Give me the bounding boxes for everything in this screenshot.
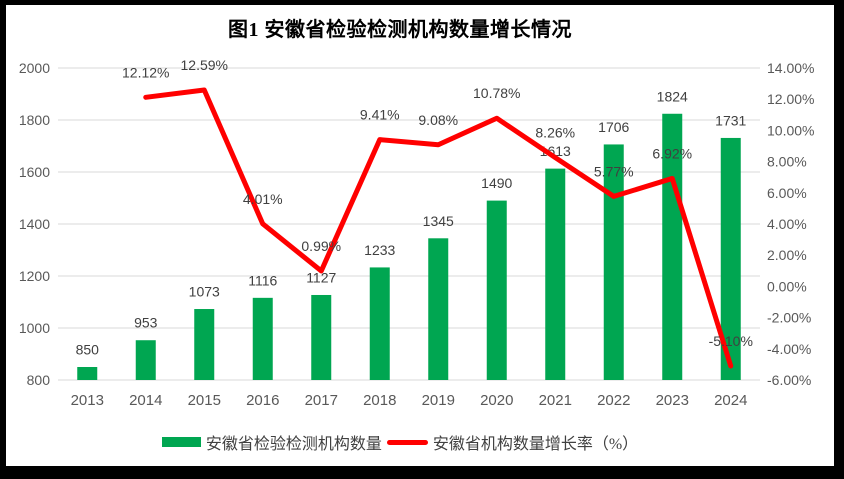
x-axis-tick-label: 2013 xyxy=(71,392,104,409)
bar-2021 xyxy=(545,168,566,380)
bar-2022 xyxy=(603,144,624,380)
right-axis-tick-label: 10.00% xyxy=(767,122,814,138)
left-axis-tick-label: 2000 xyxy=(19,60,50,76)
right-axis-tick-label: -6.00% xyxy=(767,372,811,388)
bar-2014 xyxy=(135,340,156,380)
growth-rate-label: 9.08% xyxy=(418,112,458,128)
bar-2018 xyxy=(369,267,390,380)
right-axis-tick-label: 4.00% xyxy=(767,216,807,232)
bar-2024 xyxy=(720,137,741,380)
left-axis-tick-label: 1000 xyxy=(19,320,50,336)
bar-2017 xyxy=(311,294,332,380)
growth-rate-label: 5.77% xyxy=(594,163,634,179)
bar-value-label: 1233 xyxy=(364,242,395,258)
right-axis-tick-label: 8.00% xyxy=(767,154,807,170)
bar-value-label: 1127 xyxy=(306,269,336,285)
bar-value-label: 850 xyxy=(76,342,100,358)
bar-2013 xyxy=(77,367,98,380)
bar-2019 xyxy=(428,238,449,380)
bar-value-label: 1731 xyxy=(715,112,746,128)
left-axis-tick-label: 1800 xyxy=(19,112,50,128)
growth-rate-line xyxy=(143,87,734,369)
x-axis-tick-label: 2015 xyxy=(188,392,221,409)
right-axis-tick-label: 0.00% xyxy=(767,278,807,294)
x-axis-tick-label: 2018 xyxy=(363,392,396,409)
bar-2015 xyxy=(194,309,215,380)
growth-rate-label: -5.10% xyxy=(709,333,753,349)
left-axis-tick-label: 1200 xyxy=(19,268,50,284)
left-axis-tick-label: 800 xyxy=(27,372,51,388)
x-axis-tick-label: 2020 xyxy=(480,392,513,409)
growth-rate-label: 9.41% xyxy=(360,107,400,123)
right-axis-tick-label: 14.00% xyxy=(767,60,814,76)
left-axis-tick-label: 1600 xyxy=(19,164,50,180)
bar-value-label: 953 xyxy=(134,315,158,331)
right-axis-tick-label: -2.00% xyxy=(767,310,811,326)
bar-series-swatch-icon xyxy=(161,437,201,447)
bar-2020 xyxy=(486,200,507,380)
bar-value-label: 1073 xyxy=(189,284,220,300)
growth-rate-label: 6.92% xyxy=(652,145,692,161)
x-axis-tick-label: 2021 xyxy=(539,392,572,409)
bar-value-label: 1116 xyxy=(248,272,277,288)
right-axis-tick-label: 6.00% xyxy=(767,185,807,201)
bar-value-label: 1706 xyxy=(598,119,629,135)
legend-label-bar-series: 安徽省检验检测机构数量 xyxy=(205,436,382,453)
line-series-swatch-icon xyxy=(386,439,428,445)
bar-value-label: 1490 xyxy=(481,175,512,191)
chart-title: 图1 安徽省检验检测机构数量增长情况 xyxy=(228,19,572,41)
growth-rate-label: 4.01% xyxy=(243,191,283,207)
legend-label-line-series: 安徽省机构数量增长率（%） xyxy=(432,436,639,453)
left-axis-tick-label: 1400 xyxy=(19,216,50,232)
bar-2016 xyxy=(252,297,273,380)
x-axis-tick-label: 2024 xyxy=(714,392,747,409)
growth-rate-label: 0.99% xyxy=(301,238,341,254)
legend: 安徽省检验检测机构数量 安徽省机构数量增长率（%） xyxy=(0,430,800,454)
x-axis-tick-label: 2014 xyxy=(129,392,162,409)
chart-canvas xyxy=(6,5,834,466)
growth-rate-label: 10.78% xyxy=(473,85,520,101)
x-axis-tick-label: 2019 xyxy=(422,392,455,409)
x-axis-tick-label: 2023 xyxy=(656,392,689,409)
x-axis-tick-label: 2022 xyxy=(597,392,630,409)
growth-rate-label: 8.26% xyxy=(535,125,575,141)
right-axis-tick-label: -4.00% xyxy=(767,341,811,357)
legend-item-line-series: 安徽省机构数量增长率（%） xyxy=(386,430,639,454)
x-axis-tick-label: 2017 xyxy=(305,392,338,409)
right-axis-tick-label: 2.00% xyxy=(767,247,807,263)
growth-rate-label: 12.59% xyxy=(181,57,228,73)
x-axis-tick-label: 2016 xyxy=(246,392,279,409)
legend-item-bar-series: 安徽省检验检测机构数量 xyxy=(161,430,382,454)
bar-value-label: 1824 xyxy=(657,88,688,104)
right-axis-tick-label: 12.00% xyxy=(767,91,814,107)
bar-value-label: 1345 xyxy=(423,213,454,229)
growth-rate-label: 12.12% xyxy=(122,64,169,80)
